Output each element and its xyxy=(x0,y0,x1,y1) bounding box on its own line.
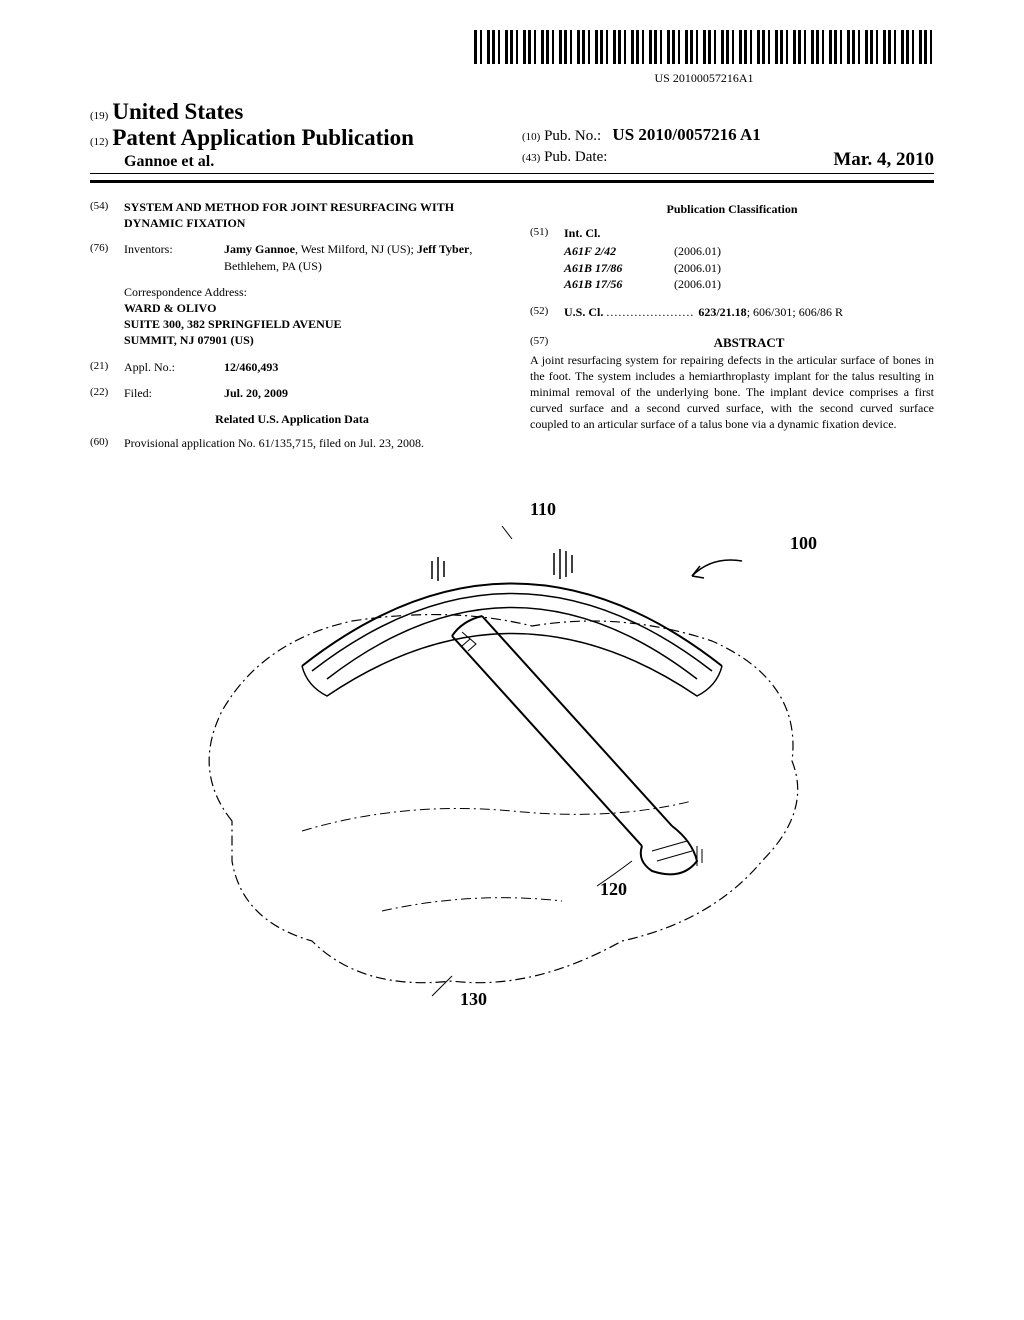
uscl-rest: ; 606/301; 606/86 R xyxy=(747,305,843,319)
intcl-code: (51) xyxy=(530,225,564,241)
pub-type: Patent Application Publication xyxy=(112,125,414,150)
authors: Gannoe et al. xyxy=(124,153,502,171)
pub-no-line: (10) Pub. No.: US 2010/0057216 A1 xyxy=(522,125,934,145)
pub-date-line: (43) Pub. Date: Mar. 4, 2010 xyxy=(522,149,934,171)
intcl-label: Int. Cl. xyxy=(564,225,934,241)
patent-figure xyxy=(152,491,872,1031)
divider-thin xyxy=(90,173,934,174)
correspondence-block: Correspondence Address: WARD & OLIVO SUI… xyxy=(124,284,494,349)
corr-addr2: SUMMIT, NJ 07901 (US) xyxy=(124,332,494,348)
figure-area: 110 100 120 130 xyxy=(90,491,934,1051)
right-column: Publication Classification (51) Int. Cl.… xyxy=(530,199,934,461)
figure-label-100: 100 xyxy=(790,533,817,554)
barcode-graphic xyxy=(474,30,934,64)
prov-text: Provisional application No. 61/135,715, … xyxy=(124,435,494,451)
intcl-item-1: A61B 17/86 (2006.01) xyxy=(564,260,934,276)
appl-row: (21) Appl. No.: 12/460,493 xyxy=(90,359,494,375)
figure-label-110: 110 xyxy=(530,499,556,520)
header-row: (19) United States (12) Patent Applicati… xyxy=(90,99,934,171)
intcl-year-2: (2006.01) xyxy=(674,276,721,292)
uscl-main: 623/21.18 xyxy=(698,305,746,319)
figure-label-120: 120 xyxy=(600,879,627,900)
pub-no-code: (10) xyxy=(522,131,540,143)
corr-addr1: SUITE 300, 382 SPRINGFIELD AVENUE xyxy=(124,316,494,332)
abstract-code: (57) xyxy=(530,334,564,352)
inventors-value: Jamy Gannoe, West Milford, NJ (US); Jeff… xyxy=(224,241,494,273)
uscl-code: (52) xyxy=(530,304,564,320)
intcl-item-0: A61F 2/42 (2006.01) xyxy=(564,243,934,259)
pub-type-line: (12) Patent Application Publication xyxy=(90,125,502,151)
intcl-table: A61F 2/42 (2006.01) A61B 17/86 (2006.01)… xyxy=(564,243,934,292)
uscl-dots: ...................... xyxy=(606,305,698,319)
filed-label: Filed: xyxy=(124,385,224,401)
abstract-heading-wrap: ABSTRACT xyxy=(564,334,934,352)
filed-date: Jul. 20, 2009 xyxy=(224,385,494,401)
abstract-head-row: (57) ABSTRACT xyxy=(530,334,934,352)
uscl-value-wrap: U.S. Cl. ...................... 623/21.1… xyxy=(564,304,934,320)
corr-name: WARD & OLIVO xyxy=(124,300,494,316)
abstract-text: A joint resurfacing system for repairing… xyxy=(530,352,934,433)
intcl-code-0: A61F 2/42 xyxy=(564,243,674,259)
filed-code: (22) xyxy=(90,385,124,401)
header-left: (19) United States (12) Patent Applicati… xyxy=(90,99,502,171)
pub-date-label: Pub. Date: xyxy=(544,149,607,165)
appl-code: (21) xyxy=(90,359,124,375)
body-columns: (54) SYSTEM AND METHOD FOR JOINT RESURFA… xyxy=(90,199,934,461)
intcl-year-1: (2006.01) xyxy=(674,260,721,276)
country-name: United States xyxy=(112,99,243,124)
patent-title: SYSTEM AND METHOD FOR JOINT RESURFACING … xyxy=(124,199,494,231)
intcl-code-1: A61B 17/86 xyxy=(564,260,674,276)
intcl-row: (51) Int. Cl. xyxy=(530,225,934,241)
related-heading: Related U.S. Application Data xyxy=(90,411,494,427)
pub-date-value: Mar. 4, 2010 xyxy=(833,149,934,171)
appl-no: 12/460,493 xyxy=(224,359,494,375)
barcode-region: US 20100057216A1 xyxy=(90,30,934,87)
figure-label-130: 130 xyxy=(460,989,487,1010)
filed-row: (22) Filed: Jul. 20, 2009 xyxy=(90,385,494,401)
abstract-heading: ABSTRACT xyxy=(714,335,785,350)
intcl-code-2: A61B 17/56 xyxy=(564,276,674,292)
pub-no-label: Pub. No.: xyxy=(544,128,601,144)
header-right: (10) Pub. No.: US 2010/0057216 A1 (43) P… xyxy=(502,125,934,171)
appl-label: Appl. No.: xyxy=(124,359,224,375)
prov-code: (60) xyxy=(90,435,124,451)
country-line: (19) United States xyxy=(90,99,502,125)
title-row: (54) SYSTEM AND METHOD FOR JOINT RESURFA… xyxy=(90,199,494,231)
pub-no-value: US 2010/0057216 A1 xyxy=(612,125,760,144)
provisional-row: (60) Provisional application No. 61/135,… xyxy=(90,435,494,451)
inventors-code: (76) xyxy=(90,241,124,273)
divider-thick xyxy=(90,180,934,183)
intcl-item-2: A61B 17/56 (2006.01) xyxy=(564,276,934,292)
pub-class-heading: Publication Classification xyxy=(530,201,934,217)
intcl-year-0: (2006.01) xyxy=(674,243,721,259)
country-code: (19) xyxy=(90,110,108,122)
title-code: (54) xyxy=(90,199,124,231)
inventors-row: (76) Inventors: Jamy Gannoe, West Milfor… xyxy=(90,241,494,273)
inventors-label: Inventors: xyxy=(124,241,224,273)
barcode-text: US 20100057216A1 xyxy=(474,71,934,86)
pub-date-code: (43) xyxy=(522,152,540,164)
left-column: (54) SYSTEM AND METHOD FOR JOINT RESURFA… xyxy=(90,199,494,461)
uscl-label: U.S. Cl. xyxy=(564,305,603,319)
pub-type-code: (12) xyxy=(90,136,108,148)
uscl-row: (52) U.S. Cl. ...................... 623… xyxy=(530,304,934,320)
corr-label: Correspondence Address: xyxy=(124,284,494,300)
